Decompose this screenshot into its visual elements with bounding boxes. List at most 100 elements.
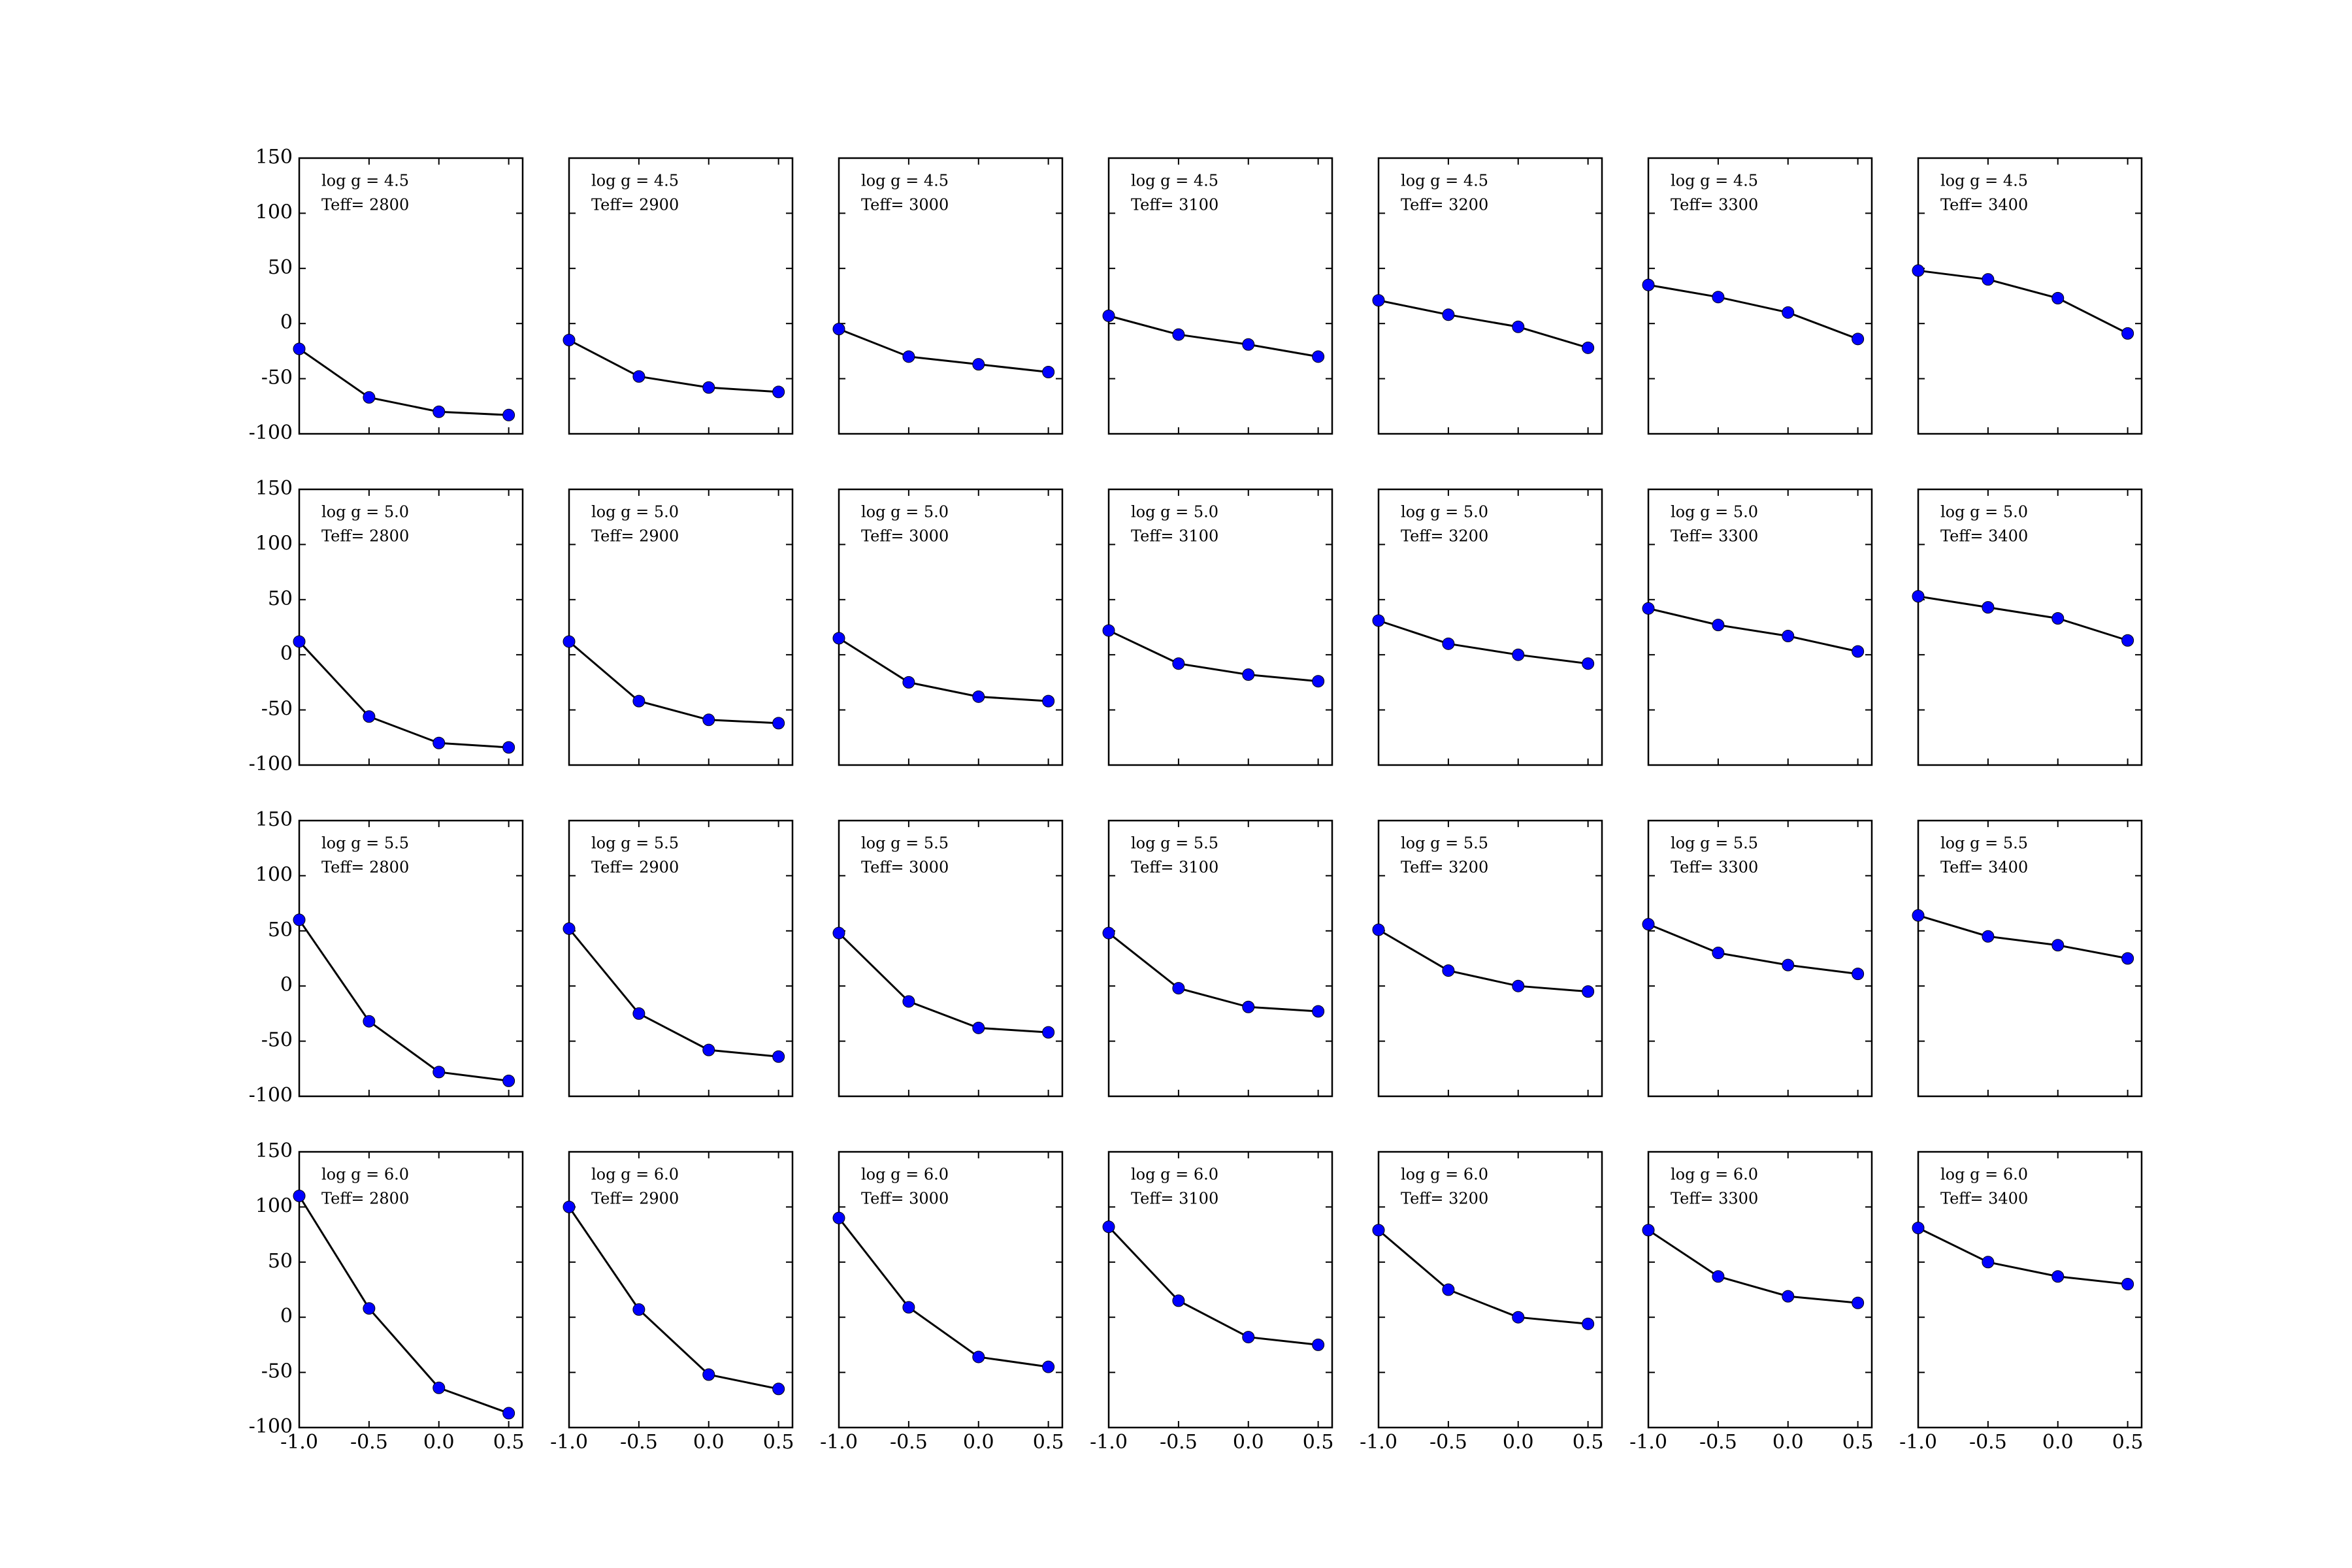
data-point bbox=[2121, 952, 2134, 965]
y-tick-label: 50 bbox=[268, 587, 293, 610]
series-line bbox=[298, 919, 509, 1082]
annotation: Teff= 3400 bbox=[1940, 1190, 2028, 1208]
annotation: log g = 5.0 bbox=[861, 503, 949, 521]
subplot: log g = 4.5 Teff= 3400 bbox=[1912, 157, 2143, 435]
annotation: log g = 5.5 bbox=[591, 834, 679, 853]
data-point bbox=[772, 717, 785, 730]
plot-frame bbox=[838, 1151, 1064, 1429]
plot-frame bbox=[1377, 1151, 1603, 1429]
annotation: log g = 5.5 bbox=[861, 834, 949, 853]
series-line bbox=[1648, 923, 1858, 975]
x-tick-label: -1.0 bbox=[820, 1431, 858, 1454]
data-point bbox=[1782, 1290, 1795, 1303]
data-point bbox=[632, 1303, 645, 1316]
y-tick-label: 0 bbox=[280, 973, 293, 996]
series-line bbox=[568, 928, 779, 1058]
data-point bbox=[902, 350, 915, 363]
plot-frame bbox=[1917, 488, 2143, 766]
data-point bbox=[832, 1211, 845, 1224]
annotation: log g = 5.5 bbox=[1401, 834, 1488, 853]
x-tick-label: 0.0 bbox=[1772, 1431, 1804, 1454]
data-point bbox=[1782, 630, 1795, 643]
annotation: Teff= 3100 bbox=[1131, 1190, 1218, 1208]
plot-frame bbox=[838, 819, 1064, 1098]
annotation: Teff= 2800 bbox=[321, 858, 409, 877]
data-point bbox=[1852, 333, 1865, 346]
annotation: log g = 5.0 bbox=[1671, 503, 1758, 521]
subplot: log g = 4.5 Teff= 3000 bbox=[832, 157, 1064, 435]
y-tick-label: 150 bbox=[255, 477, 293, 500]
data-point bbox=[502, 1407, 515, 1420]
annotation: log g = 5.0 bbox=[1131, 503, 1218, 521]
y-tick-label: -100 bbox=[249, 1415, 293, 1438]
data-point bbox=[1982, 273, 1995, 286]
x-tick-label: -1.0 bbox=[550, 1431, 588, 1454]
subplot: -1.0 -0.5 0.0 0.5 log g = 6.0 Teff= 3400 bbox=[1899, 1151, 2143, 1454]
data-point bbox=[293, 1190, 306, 1203]
annotation: log g = 5.0 bbox=[591, 503, 679, 521]
data-point bbox=[502, 741, 515, 754]
data-point bbox=[632, 694, 645, 708]
y-tick-label: 150 bbox=[255, 808, 293, 831]
data-point bbox=[1372, 614, 1385, 627]
y-tick-label: 0 bbox=[280, 642, 293, 665]
data-point bbox=[902, 1301, 915, 1314]
data-point bbox=[1312, 350, 1325, 363]
annotation: log g = 6.0 bbox=[1940, 1166, 2028, 1184]
data-point bbox=[1102, 624, 1115, 637]
annotation: Teff= 3000 bbox=[861, 196, 949, 214]
y-tick-label: 100 bbox=[255, 201, 293, 223]
x-tick-label: -1.0 bbox=[1090, 1431, 1128, 1454]
subplot: log g = 5.0 Teff= 2900 bbox=[563, 488, 794, 766]
data-point bbox=[1712, 1270, 1725, 1283]
annotation: log g = 5.0 bbox=[1940, 503, 2028, 521]
x-tick-label: -1.0 bbox=[1629, 1431, 1667, 1454]
annotation: log g = 5.0 bbox=[321, 503, 409, 521]
annotation: log g = 6.0 bbox=[1131, 1166, 1218, 1184]
data-point bbox=[563, 334, 576, 347]
subplot: log g = 5.5 Teff= 3000 bbox=[832, 819, 1064, 1098]
data-point bbox=[972, 358, 985, 371]
data-point bbox=[433, 405, 446, 418]
subplot: log g = 5.5 Teff= 3100 bbox=[1102, 819, 1333, 1098]
plot-frame bbox=[1917, 157, 2143, 435]
data-point bbox=[772, 385, 785, 399]
annotation: Teff= 3200 bbox=[1401, 858, 1488, 877]
data-point bbox=[1912, 590, 1925, 603]
data-point bbox=[1242, 338, 1255, 351]
x-tick-label: 0.0 bbox=[693, 1431, 725, 1454]
data-point bbox=[293, 342, 306, 355]
plot-frame bbox=[1917, 1151, 2143, 1429]
data-point bbox=[1582, 341, 1595, 354]
annotation: log g = 5.5 bbox=[1940, 834, 2028, 853]
subplot: log g = 5.0 Teff= 3300 bbox=[1642, 488, 1873, 766]
data-point bbox=[293, 913, 306, 926]
data-point bbox=[363, 391, 376, 404]
y-tick-label: -100 bbox=[249, 753, 293, 776]
x-tick-label: -1.0 bbox=[1360, 1431, 1397, 1454]
data-point bbox=[563, 1200, 576, 1213]
data-point bbox=[1912, 264, 1925, 277]
data-point bbox=[1712, 947, 1725, 960]
annotation: Teff= 3100 bbox=[1131, 196, 1218, 214]
data-point bbox=[1442, 1283, 1455, 1296]
subplot: log g = 5.5 Teff= 2900 bbox=[563, 819, 794, 1098]
subplot: -1.0 -0.5 0.0 0.5 log g = 6.0 Teff= 3100 bbox=[1090, 1151, 1333, 1454]
data-point bbox=[1712, 291, 1725, 304]
data-point bbox=[1852, 645, 1865, 658]
data-point bbox=[1642, 918, 1655, 931]
annotation: Teff= 2800 bbox=[321, 527, 409, 546]
y-tick-label: 0 bbox=[280, 1305, 293, 1328]
data-point bbox=[1242, 1000, 1255, 1013]
data-point bbox=[363, 710, 376, 723]
plot-frame bbox=[1917, 819, 2143, 1098]
data-point bbox=[2121, 327, 2134, 340]
data-point bbox=[832, 632, 845, 645]
data-point bbox=[1582, 657, 1595, 670]
series-line bbox=[1378, 1229, 1588, 1325]
subplot: log g = 5.0 Teff= 3200 bbox=[1372, 488, 1603, 766]
y-tick-label: 150 bbox=[255, 1139, 293, 1162]
data-point bbox=[2121, 634, 2134, 647]
